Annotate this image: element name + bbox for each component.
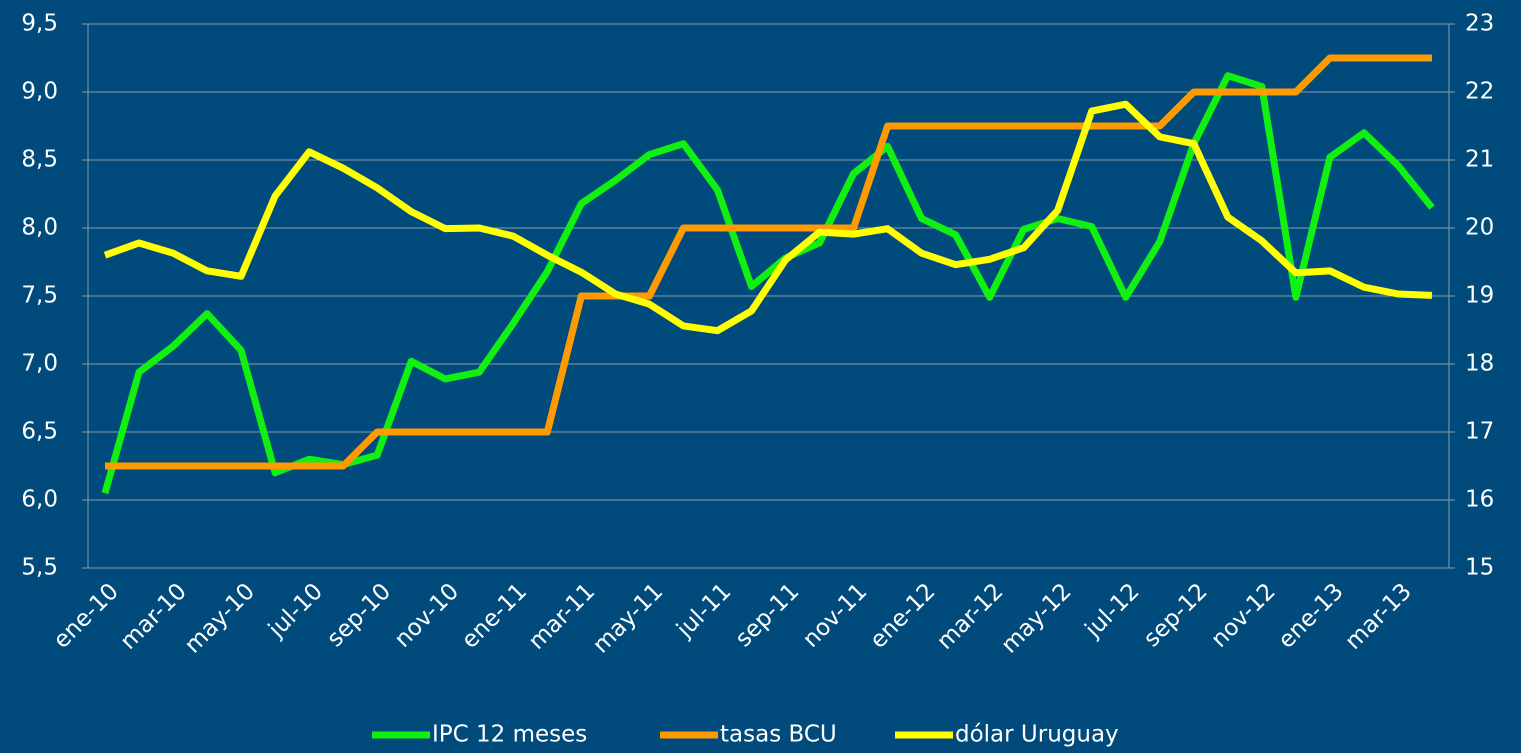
y-tick-label: 9,0 [21, 79, 58, 105]
y-tick-label: 5,5 [21, 555, 58, 581]
y-tick-label: 6,0 [21, 487, 58, 513]
series-line [103, 100, 1433, 335]
y2-tick-label: 17 [1465, 419, 1494, 445]
y-tick-label: 7,5 [21, 283, 58, 309]
y-tick-label: 9,5 [21, 11, 58, 37]
y2-tick-label: 19 [1465, 283, 1494, 309]
series-line [105, 54, 1432, 470]
y2-tick-label: 20 [1465, 215, 1494, 241]
y2-tick-label: 16 [1465, 487, 1494, 513]
y2-tick-label: 18 [1465, 351, 1494, 377]
series-line [101, 72, 1435, 495]
y-tick-label: 8,0 [21, 215, 58, 241]
y2-tick-label: 15 [1465, 555, 1494, 581]
legend-label: IPC 12 meses [432, 722, 587, 748]
y2-tick-label: 23 [1465, 11, 1494, 37]
y-tick-label: 6,5 [21, 419, 58, 445]
legend-label: dólar Uruguay [955, 722, 1119, 748]
y-tick-label: 8,5 [21, 147, 58, 173]
y-tick-label: 7,0 [21, 351, 58, 377]
legend-label: tasas BCU [720, 722, 837, 748]
y2-tick-label: 21 [1465, 147, 1494, 173]
y2-tick-label: 22 [1465, 79, 1494, 105]
